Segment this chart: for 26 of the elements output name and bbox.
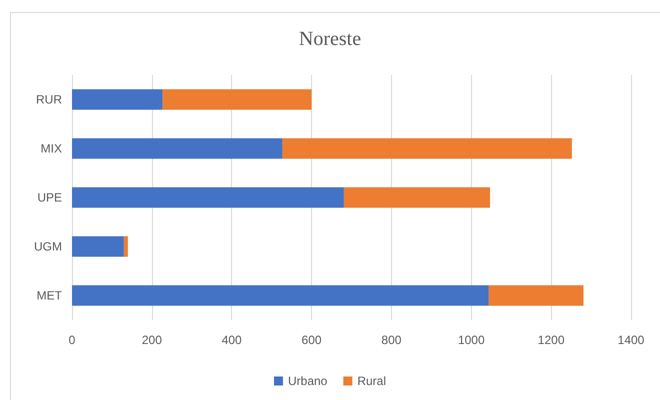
- bar: [72, 138, 282, 159]
- y-tick-label: RUR: [36, 92, 62, 106]
- bar: [282, 138, 572, 159]
- y-tick-label: MIX: [40, 142, 62, 156]
- y-tick-label: UPE: [37, 190, 62, 204]
- bar: [344, 187, 490, 208]
- bar: [72, 187, 344, 208]
- y-tick-label: MET: [36, 288, 63, 302]
- x-tick-label: 0: [68, 333, 76, 347]
- bar: [72, 285, 489, 306]
- bar: [488, 285, 584, 306]
- bar: [72, 236, 124, 257]
- bar: [72, 89, 163, 110]
- x-tick-label: 1400: [618, 333, 645, 347]
- x-tick-label: 800: [381, 333, 402, 347]
- x-tick-label: 400: [222, 333, 242, 347]
- legend-label: Urbano: [288, 374, 328, 388]
- legend-label: Rural: [357, 374, 386, 388]
- x-tick-label: 1000: [458, 333, 485, 347]
- chart-title: Noreste: [298, 28, 362, 50]
- x-tick-label: 600: [302, 333, 322, 347]
- bar: [162, 89, 312, 110]
- bar: [124, 236, 128, 257]
- y-tick-label: UGM: [34, 240, 62, 254]
- x-tick-label: 1200: [538, 333, 565, 347]
- x-tick-label: 200: [142, 333, 162, 347]
